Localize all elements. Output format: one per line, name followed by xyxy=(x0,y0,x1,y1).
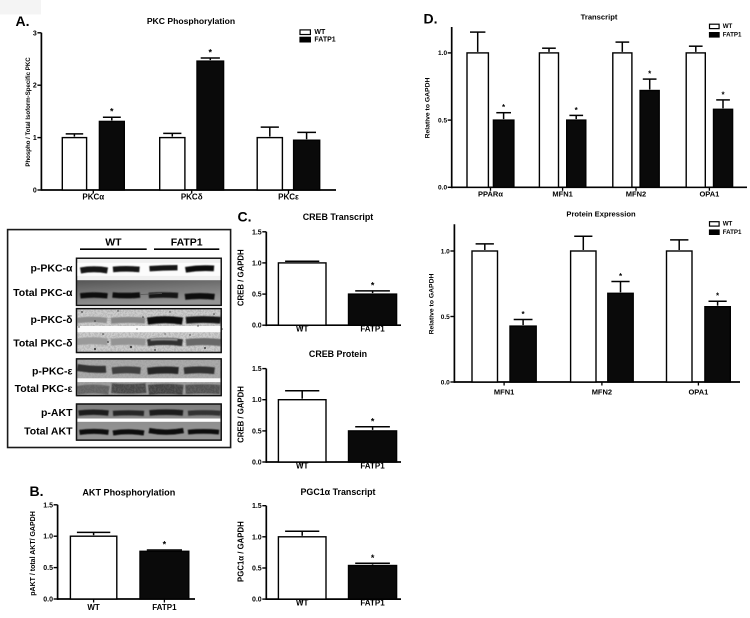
svg-text:Protein Expression: Protein Expression xyxy=(566,210,636,219)
svg-text:2: 2 xyxy=(33,83,37,90)
svg-text:FATP1: FATP1 xyxy=(314,36,335,43)
svg-text:WT: WT xyxy=(105,237,122,249)
svg-text:0.5: 0.5 xyxy=(438,117,447,124)
svg-text:0.5: 0.5 xyxy=(252,428,262,435)
svg-text:1.0: 1.0 xyxy=(441,248,450,255)
svg-text:p-PKC-δ: p-PKC-δ xyxy=(31,314,73,326)
svg-text:0.5: 0.5 xyxy=(441,314,450,321)
svg-text:1.5: 1.5 xyxy=(252,503,262,510)
svg-text:0.0: 0.0 xyxy=(441,379,450,386)
svg-text:FATP1: FATP1 xyxy=(360,599,385,608)
svg-text:*: * xyxy=(522,310,526,319)
svg-text:CREB Protein: CREB Protein xyxy=(309,349,367,359)
svg-text:AKT Phosphorylation: AKT Phosphorylation xyxy=(82,488,175,498)
svg-text:0.0: 0.0 xyxy=(252,460,262,467)
svg-text:MFN2: MFN2 xyxy=(592,388,612,397)
svg-text:Total PKC-ε: Total PKC-ε xyxy=(15,383,73,395)
svg-text:Total PKC-δ: Total PKC-δ xyxy=(13,338,72,350)
svg-text:Phospho / Total Isoform-Specif: Phospho / Total Isoform-Specific PKC xyxy=(25,57,32,167)
svg-text:PKCε: PKCε xyxy=(278,193,299,202)
svg-text:MFN1: MFN1 xyxy=(552,190,572,199)
svg-text:OPA1: OPA1 xyxy=(699,190,719,199)
svg-text:p-PKC-ε: p-PKC-ε xyxy=(32,366,73,378)
svg-text:PKCα: PKCα xyxy=(82,193,104,202)
svg-text:A.: A. xyxy=(16,13,30,29)
svg-text:FATP1: FATP1 xyxy=(360,325,385,334)
svg-text:p-AKT: p-AKT xyxy=(41,407,73,419)
svg-text:Transcript: Transcript xyxy=(581,12,618,21)
svg-text:*: * xyxy=(575,106,579,115)
svg-text:D.: D. xyxy=(424,11,438,27)
svg-text:*: * xyxy=(619,272,623,281)
svg-text:FATP1: FATP1 xyxy=(171,237,203,249)
svg-text:PKC Phosphorylation: PKC Phosphorylation xyxy=(147,16,235,26)
svg-text:1: 1 xyxy=(33,135,37,142)
svg-text:B.: B. xyxy=(30,483,44,499)
svg-text:FATP1: FATP1 xyxy=(723,32,742,39)
svg-text:WT: WT xyxy=(723,221,733,228)
svg-text:C.: C. xyxy=(238,209,252,225)
svg-text:WT: WT xyxy=(723,23,733,30)
svg-text:MFN2: MFN2 xyxy=(626,190,646,199)
svg-text:WT: WT xyxy=(296,325,309,334)
svg-text:1.0: 1.0 xyxy=(252,534,262,541)
svg-text:0.5: 0.5 xyxy=(252,566,262,573)
svg-text:*: * xyxy=(371,280,375,290)
svg-text:FATP1: FATP1 xyxy=(360,462,385,471)
svg-text:*: * xyxy=(209,48,213,58)
svg-text:0.0: 0.0 xyxy=(43,597,53,604)
svg-text:OPA1: OPA1 xyxy=(688,388,708,397)
svg-text:PGC1α / GAPDH: PGC1α / GAPDH xyxy=(237,521,246,582)
svg-text:WT: WT xyxy=(87,603,100,612)
svg-text:WT: WT xyxy=(314,29,326,36)
svg-text:0.0: 0.0 xyxy=(252,597,262,604)
svg-text:1.0: 1.0 xyxy=(252,260,262,267)
svg-text:*: * xyxy=(371,553,375,563)
svg-text:0.5: 0.5 xyxy=(252,292,262,299)
svg-text:*: * xyxy=(721,90,725,99)
svg-text:WT: WT xyxy=(296,462,309,471)
svg-text:MFN1: MFN1 xyxy=(494,388,514,397)
svg-text:*: * xyxy=(502,103,506,112)
svg-text:PGC1α Transcript: PGC1α Transcript xyxy=(301,487,376,497)
svg-text:PKCδ: PKCδ xyxy=(181,193,203,202)
svg-text:PPARα: PPARα xyxy=(478,190,503,199)
svg-text:0.5: 0.5 xyxy=(43,565,53,572)
svg-text:FATP1: FATP1 xyxy=(152,603,177,612)
svg-text:Total AKT: Total AKT xyxy=(24,426,73,438)
svg-text:*: * xyxy=(163,540,167,550)
svg-text:Relative to GAPDH: Relative to GAPDH xyxy=(429,274,436,335)
svg-text:CREB Transcript: CREB Transcript xyxy=(303,212,374,222)
svg-text:1.5: 1.5 xyxy=(252,366,262,373)
svg-text:0.0: 0.0 xyxy=(252,323,262,330)
svg-text:WT: WT xyxy=(296,599,309,608)
svg-text:*: * xyxy=(110,107,114,117)
svg-text:CREB / GAPDH: CREB / GAPDH xyxy=(237,386,246,443)
svg-text:1.0: 1.0 xyxy=(252,397,262,404)
svg-text:p-PKC-α: p-PKC-α xyxy=(30,263,73,275)
svg-text:*: * xyxy=(648,70,652,79)
svg-text:1.5: 1.5 xyxy=(252,229,262,236)
svg-text:FATP1: FATP1 xyxy=(723,229,742,236)
svg-text:0.0: 0.0 xyxy=(438,185,447,192)
svg-text:1.0: 1.0 xyxy=(43,534,53,541)
svg-text:*: * xyxy=(371,416,375,426)
svg-text:pAKT / total AKT/ GAPDH: pAKT / total AKT/ GAPDH xyxy=(30,511,37,596)
svg-text:1.0: 1.0 xyxy=(438,50,447,57)
svg-text:Relative to GAPDH: Relative to GAPDH xyxy=(425,78,432,139)
svg-text:Total PKC-α: Total PKC-α xyxy=(13,287,73,299)
svg-text:0: 0 xyxy=(33,188,37,195)
svg-text:*: * xyxy=(716,292,720,301)
svg-text:CREB / GAPDH: CREB / GAPDH xyxy=(237,249,246,306)
svg-text:1.5: 1.5 xyxy=(43,502,53,509)
svg-text:3: 3 xyxy=(33,30,37,37)
